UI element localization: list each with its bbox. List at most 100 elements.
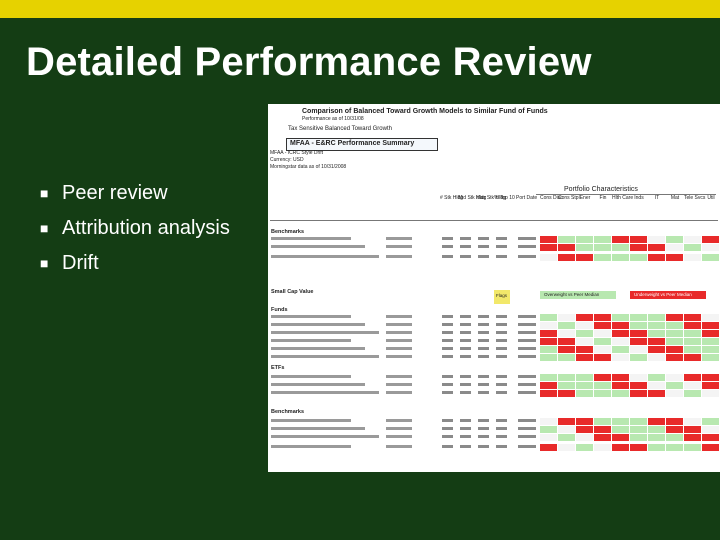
sector-weight-cell bbox=[576, 382, 593, 389]
row-text-stripe bbox=[271, 331, 379, 334]
sector-weight-cell bbox=[576, 426, 593, 433]
square-bullet-icon: ■ bbox=[40, 254, 49, 271]
sector-weight-cell bbox=[648, 390, 665, 397]
numeric-stripe bbox=[518, 383, 536, 386]
sector-weight-cell bbox=[612, 426, 629, 433]
numeric-stripe bbox=[496, 347, 507, 350]
sector-weight-cell bbox=[630, 338, 647, 345]
summary-title-box bbox=[286, 138, 438, 151]
row-text-stripe bbox=[271, 347, 365, 350]
column-header: Fin bbox=[599, 195, 607, 201]
numeric-stripe bbox=[478, 323, 489, 326]
bullet-list: ■ Peer review ■ Attribution analysis ■ Drif… bbox=[40, 175, 230, 280]
column-header: Cons Stpl bbox=[558, 195, 580, 201]
numeric-stripe bbox=[496, 427, 507, 430]
sector-weight-cell bbox=[594, 314, 611, 321]
numeric-stripe bbox=[460, 435, 471, 438]
row-text-stripe bbox=[386, 355, 412, 358]
sector-weight-cell bbox=[684, 236, 701, 243]
sector-weight-cell bbox=[648, 338, 665, 345]
sector-weight-cell bbox=[558, 330, 575, 337]
sector-weight-cell bbox=[576, 330, 593, 337]
section-label: Funds bbox=[271, 307, 288, 313]
sector-weight-cell bbox=[666, 374, 683, 381]
sector-weight-cell bbox=[684, 390, 701, 397]
sector-weight-cell bbox=[594, 434, 611, 441]
sector-weight-cell bbox=[594, 236, 611, 243]
sector-weight-cell bbox=[702, 418, 719, 425]
sector-weight-cell bbox=[612, 330, 629, 337]
summary-title: MFAA - E&RC Performance Summary bbox=[290, 140, 415, 147]
sector-weight-cell bbox=[558, 314, 575, 321]
table-rule bbox=[270, 220, 718, 221]
flag-highlight bbox=[494, 290, 510, 304]
sector-weight-cell bbox=[594, 322, 611, 329]
sector-weight-cell bbox=[666, 338, 683, 345]
numeric-stripe bbox=[442, 375, 453, 378]
sector-weight-cell bbox=[630, 382, 647, 389]
numeric-stripe bbox=[478, 339, 489, 342]
sector-weight-cell bbox=[576, 434, 593, 441]
sector-weight-cell bbox=[648, 444, 665, 451]
sector-weight-cell bbox=[702, 236, 719, 243]
sector-weight-cell bbox=[558, 244, 575, 251]
sector-weight-cell bbox=[594, 374, 611, 381]
row-text-stripe bbox=[271, 323, 365, 326]
sheet-header-date: Performance as of 10/31/08 bbox=[302, 116, 364, 122]
sector-weight-cell bbox=[684, 418, 701, 425]
sector-weight-cell bbox=[648, 254, 665, 261]
row-text-stripe bbox=[271, 255, 379, 258]
column-header: Tele Svcs bbox=[684, 195, 706, 201]
sector-weight-cell bbox=[612, 444, 629, 451]
sector-weight-cell bbox=[612, 244, 629, 251]
numeric-stripe bbox=[442, 355, 453, 358]
sector-weight-cell bbox=[540, 330, 557, 337]
sector-weight-cell bbox=[576, 354, 593, 361]
numeric-stripe bbox=[442, 315, 453, 318]
column-header: Ener bbox=[579, 195, 591, 201]
column-header: Mat bbox=[670, 195, 680, 201]
column-header: # Stk Hldg bbox=[440, 195, 464, 201]
sector-weight-cell bbox=[612, 314, 629, 321]
underweight-label: Underweight vs Peer Median bbox=[634, 292, 692, 297]
sector-weight-cell bbox=[648, 236, 665, 243]
row-text-stripe bbox=[271, 375, 351, 378]
sector-weight-cell bbox=[558, 346, 575, 353]
numeric-stripe bbox=[518, 339, 536, 342]
sector-weight-cell bbox=[684, 322, 701, 329]
sector-weight-cell bbox=[558, 354, 575, 361]
numeric-stripe bbox=[496, 237, 507, 240]
column-header: Mid Stk Hldg bbox=[458, 195, 487, 201]
underweight-highlight bbox=[630, 291, 706, 299]
numeric-stripe bbox=[460, 315, 471, 318]
numeric-stripe bbox=[478, 331, 489, 334]
sector-weight-cell bbox=[558, 374, 575, 381]
sector-weight-cell bbox=[630, 434, 647, 441]
numeric-stripe bbox=[442, 419, 453, 422]
sector-weight-cell bbox=[576, 244, 593, 251]
sector-weight-cell bbox=[540, 338, 557, 345]
row-text-stripe bbox=[386, 255, 412, 258]
sector-weight-cell bbox=[558, 382, 575, 389]
numeric-stripe bbox=[496, 445, 507, 448]
sector-weight-cell bbox=[558, 322, 575, 329]
row-text-stripe bbox=[271, 435, 379, 438]
sector-weight-cell bbox=[630, 330, 647, 337]
numeric-stripe bbox=[518, 435, 536, 438]
numeric-stripe bbox=[496, 355, 507, 358]
numeric-stripe bbox=[496, 323, 507, 326]
row-text-stripe bbox=[386, 237, 412, 240]
numeric-stripe bbox=[478, 355, 489, 358]
sector-weight-cell bbox=[612, 390, 629, 397]
sector-weight-cell bbox=[684, 346, 701, 353]
sector-weight-cell bbox=[540, 322, 557, 329]
sector-weight-cell bbox=[594, 418, 611, 425]
sector-weight-cell bbox=[648, 382, 665, 389]
numeric-stripe bbox=[460, 245, 471, 248]
row-text-stripe bbox=[271, 391, 379, 394]
sector-weight-cell bbox=[684, 314, 701, 321]
numeric-stripe bbox=[478, 375, 489, 378]
numeric-stripe bbox=[478, 427, 489, 430]
row-text-stripe bbox=[386, 339, 412, 342]
sheet-header-model: Tax Sensitive Balanced Toward Growth bbox=[288, 126, 392, 132]
